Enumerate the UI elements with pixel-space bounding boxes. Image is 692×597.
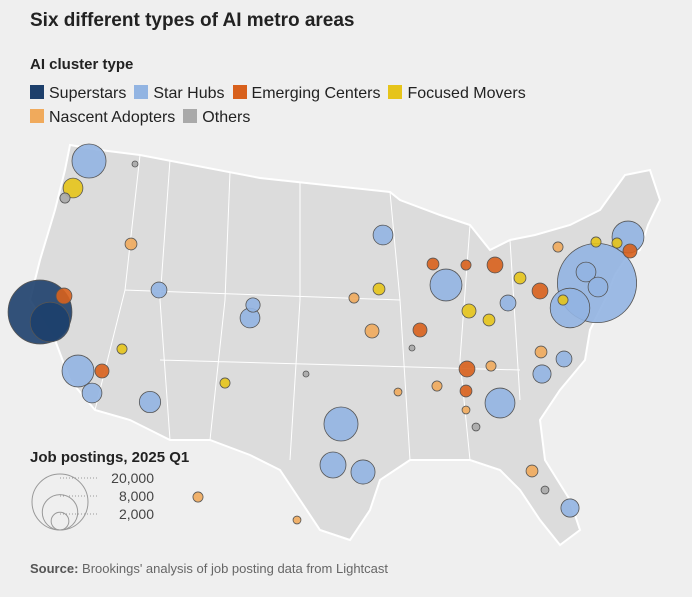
metro-bubble bbox=[549, 287, 591, 329]
metro-bubble bbox=[408, 344, 416, 352]
metro-bubble bbox=[292, 515, 302, 525]
legend-item: Others bbox=[183, 106, 250, 130]
legend-item: Nascent Adopters bbox=[30, 106, 175, 130]
metro-bubble bbox=[364, 323, 380, 339]
metro-bubble bbox=[323, 406, 359, 442]
metro-bubble bbox=[429, 268, 463, 302]
metro-bubble bbox=[461, 405, 471, 415]
metro-bubble bbox=[540, 485, 550, 495]
metro-bubble bbox=[81, 382, 103, 404]
metro-bubble bbox=[557, 294, 569, 306]
legend-item: Star Hubs bbox=[134, 82, 225, 106]
title: Six different types of AI metro areas bbox=[30, 10, 355, 31]
metro-bubble bbox=[29, 301, 71, 343]
metro-bubble bbox=[124, 237, 138, 251]
source-text: Brookings' analysis of job posting data … bbox=[82, 561, 389, 576]
metro-bubble bbox=[513, 271, 527, 285]
legend-item: Focused Movers bbox=[388, 82, 526, 106]
metro-bubble bbox=[219, 377, 231, 389]
metro-bubble bbox=[499, 294, 517, 312]
metro-bubble bbox=[116, 343, 128, 355]
legend-swatch bbox=[30, 85, 44, 99]
size-legend-title: Job postings, 2025 Q1 bbox=[30, 449, 189, 466]
metro-bubble bbox=[459, 384, 473, 398]
metro-bubble bbox=[150, 281, 168, 299]
legend-label: Focused Movers bbox=[407, 85, 526, 102]
metro-bubble bbox=[426, 257, 440, 271]
metro-bubble bbox=[532, 364, 552, 384]
legend: Superstars Star Hubs Emerging Centers Focus… bbox=[30, 82, 660, 130]
metro-bubble bbox=[94, 363, 110, 379]
metro-bubble bbox=[611, 237, 623, 249]
size-legend-label: 2,000 bbox=[119, 506, 154, 522]
metro-bubble bbox=[192, 491, 204, 503]
legend-swatch bbox=[30, 109, 44, 123]
legend-label: Emerging Centers bbox=[251, 85, 381, 102]
metro-bubble bbox=[372, 224, 394, 246]
metro-bubble bbox=[59, 192, 71, 204]
legend-swatch bbox=[183, 109, 198, 123]
metro-bubble bbox=[302, 370, 310, 378]
metro-bubble bbox=[319, 451, 347, 479]
size-legend-circle bbox=[31, 473, 89, 531]
metro-bubble bbox=[486, 256, 504, 274]
metro-bubble bbox=[555, 350, 573, 368]
metro-bubble bbox=[461, 303, 477, 319]
legend-item: Emerging Centers bbox=[232, 82, 381, 106]
legend-swatch bbox=[388, 85, 403, 99]
metro-bubble bbox=[372, 282, 386, 296]
metro-bubble bbox=[525, 464, 539, 478]
metro-bubble bbox=[55, 287, 73, 305]
legend-swatch bbox=[134, 85, 149, 99]
metro-bubble bbox=[560, 498, 580, 518]
metro-bubble bbox=[245, 297, 261, 313]
legend-item: Superstars bbox=[30, 82, 126, 106]
metro-bubble bbox=[431, 380, 443, 392]
metro-bubble bbox=[350, 459, 376, 485]
state-lines bbox=[94, 154, 521, 461]
metro-bubble bbox=[587, 276, 609, 298]
metro-bubble bbox=[62, 177, 84, 199]
metro-bubble bbox=[484, 387, 516, 419]
source-label: Source: bbox=[30, 561, 79, 576]
legend-label: Nascent Adopters bbox=[49, 109, 176, 126]
metro-bubble bbox=[534, 345, 548, 359]
size-legend-label: 8,000 bbox=[119, 488, 154, 504]
metro-bubble bbox=[131, 160, 139, 168]
metro-bubble bbox=[482, 313, 496, 327]
metro-bubble bbox=[393, 387, 403, 397]
metro-bubble bbox=[460, 259, 472, 271]
metro-bubble bbox=[71, 143, 107, 179]
size-legend-label: 20,000 bbox=[111, 470, 154, 486]
legend-label: Star Hubs bbox=[153, 85, 225, 102]
metro-bubble bbox=[590, 236, 602, 248]
source: Source: Brookings' analysis of job posti… bbox=[30, 561, 388, 576]
metro-bubble bbox=[485, 360, 497, 372]
legend-swatch bbox=[232, 85, 247, 99]
metro-bubble bbox=[412, 322, 428, 338]
legend-title: AI cluster type bbox=[30, 56, 134, 73]
metro-bubble bbox=[622, 243, 638, 259]
metro-bubble bbox=[138, 390, 162, 414]
metro-bubble bbox=[552, 241, 564, 253]
metro-bubble bbox=[458, 360, 476, 378]
legend-label: Others bbox=[202, 109, 251, 126]
metro-bubble bbox=[61, 354, 95, 388]
size-legend-circle bbox=[50, 511, 70, 531]
metro-bubble bbox=[348, 292, 360, 304]
metro-bubble bbox=[575, 261, 597, 283]
legend-label: Superstars bbox=[49, 85, 127, 102]
metro-bubble bbox=[531, 282, 549, 300]
metro-bubble bbox=[471, 422, 481, 432]
